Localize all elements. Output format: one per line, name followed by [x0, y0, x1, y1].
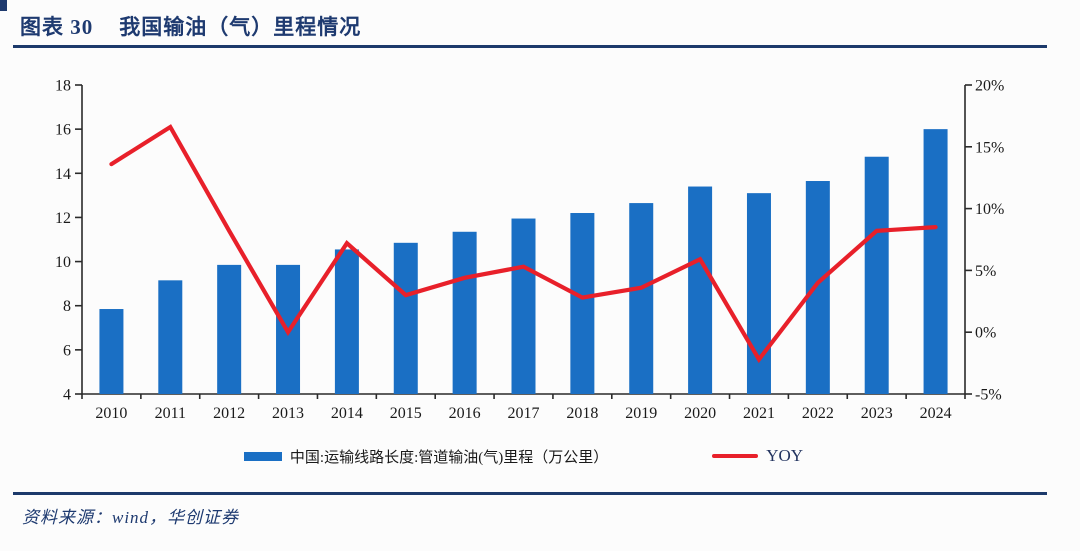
left-axis-tick-label: 10 [55, 254, 71, 271]
left-axis-tick-label: 18 [55, 78, 71, 95]
left-axis-tick-label: 16 [55, 122, 71, 139]
figure-title-row: 图表 30 我国输油（气）里程情况 [20, 11, 1030, 41]
left-axis-tick-label: 6 [63, 342, 71, 359]
source-text: 资料来源：wind，华创证券 [22, 508, 240, 527]
x-axis-category-label: 2019 [625, 405, 657, 422]
bar-2014 [334, 249, 359, 394]
x-axis-category-label: 2016 [449, 405, 481, 422]
x-axis-category-label: 2015 [390, 405, 422, 422]
x-axis-category-label: 2010 [95, 405, 127, 422]
figure-title: 我国输油（气）里程情况 [119, 15, 362, 39]
x-axis-category-label: 2011 [155, 405, 186, 422]
x-axis-category-label: 2012 [213, 405, 245, 422]
x-axis-category-label: 2021 [743, 405, 775, 422]
bar-2021 [746, 193, 771, 394]
bar-2012 [217, 264, 242, 394]
yoy-line [109, 124, 938, 364]
legend-item-bar-series: 中国:运输线路长度:管道输油(气)里程（万公里） [243, 446, 609, 467]
bar-2017 [511, 218, 536, 394]
bar-2024 [923, 129, 948, 394]
x-axis-category-label: 2014 [331, 405, 363, 422]
left-axis-tick-label: 4 [63, 387, 71, 404]
bar-2018 [570, 213, 595, 394]
x-axis-category-label: 2023 [861, 405, 893, 422]
bar-2010 [99, 309, 124, 394]
right-axis-tick-label: 15% [975, 139, 1004, 156]
title-divider [13, 45, 1047, 48]
bar-2019 [629, 203, 654, 394]
x-axis-category-label: 2018 [566, 405, 598, 422]
left-axis-tick-label: 14 [55, 166, 71, 183]
chart-legend: 中国:运输线路长度:管道输油(气)里程（万公里） YOY [82, 444, 965, 468]
right-axis-tick-label: 5% [975, 263, 996, 280]
page-corner-notch [0, 0, 7, 11]
left-axis-tick-label: 12 [55, 210, 71, 227]
bar-2022 [805, 181, 830, 394]
left-axis-tick-label: 8 [63, 298, 71, 315]
x-axis-category-label: 2022 [802, 405, 834, 422]
legend-item-yoy-series: YOY [712, 446, 803, 466]
yoy-series-label: YOY [766, 446, 804, 465]
bar-series-swatch [243, 451, 282, 461]
x-axis-category-label: 2013 [272, 405, 304, 422]
bar-2020 [688, 186, 713, 394]
chart-canvas: 4 6 8 10 12 14 16 18 -5% 0% 5% 10% 15% 20% 2010 2011 201… [55, 78, 1004, 423]
right-axis-tick-label: 10% [975, 201, 1004, 218]
bar-2015 [393, 242, 418, 394]
x-axis-category-label: 2020 [684, 405, 716, 422]
bar-2016 [452, 231, 477, 394]
right-axis-tick-label: -5% [975, 387, 1002, 404]
x-axis-category-label: 2017 [508, 405, 540, 422]
bottom-divider [13, 492, 1047, 495]
right-axis-tick-label: 20% [975, 78, 1004, 95]
x-axis-category-label: 2024 [920, 405, 952, 422]
yoy-series-swatch [712, 454, 759, 458]
bar-2023 [864, 156, 889, 394]
figure-label: 图表 30 [20, 15, 94, 39]
bar-2011 [158, 280, 183, 394]
bar-series-label: 中国:运输线路长度:管道输油(气)里程（万公里） [289, 449, 609, 466]
right-axis-tick-label: 0% [975, 325, 996, 342]
